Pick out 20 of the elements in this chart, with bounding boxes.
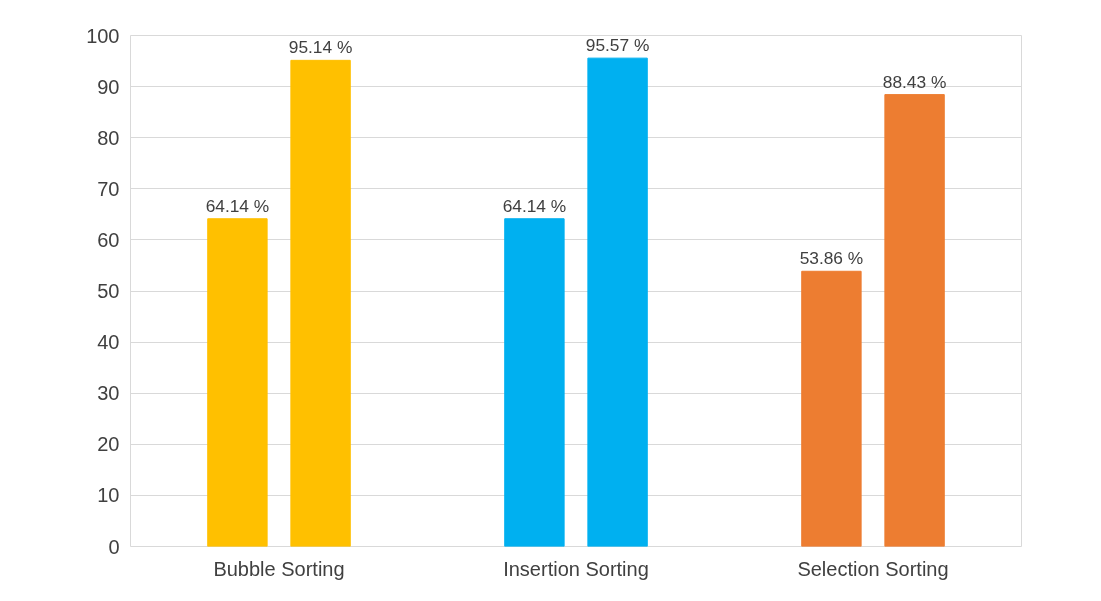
y-tick-label: 0 <box>108 535 120 558</box>
data-label: 95.14 % <box>288 37 353 58</box>
data-label: 64.14 % <box>205 195 270 216</box>
y-tick-label: 40 <box>97 331 120 354</box>
data-label: 88.43 % <box>882 71 947 92</box>
y-tick-label: 100 <box>86 24 120 47</box>
x-tick-label: Bubble Sorting <box>213 557 345 580</box>
y-tick-label: 10 <box>97 484 120 507</box>
data-label: 95.57 % <box>585 35 650 56</box>
data-label: 53.86 % <box>799 248 864 269</box>
y-tick-label: 60 <box>97 228 120 251</box>
y-tick-label: 50 <box>97 280 120 302</box>
x-tick-label: Insertion Sorting <box>503 557 649 580</box>
y-tick-label: 30 <box>97 382 120 405</box>
x-tick-label: Selection Sorting <box>797 557 949 580</box>
data-label: 64.14 % <box>502 195 567 216</box>
y-tick-label: 20 <box>97 433 120 456</box>
y-tick-label: 90 <box>97 75 120 98</box>
y-tick-label: 80 <box>97 126 120 149</box>
y-tick-label: 70 <box>97 177 120 200</box>
